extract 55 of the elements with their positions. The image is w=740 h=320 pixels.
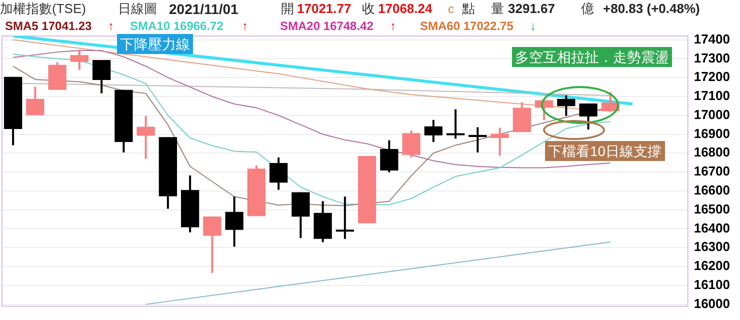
candlestick [380,139,398,174]
candlestick [136,114,155,160]
y-tick-label: 16200 [694,258,730,274]
text: SMA20 16748.42 [280,19,374,33]
candlestick [557,94,576,117]
text: SMA10 16966.72 [130,19,224,33]
candlestick [225,196,244,248]
y-tick-label: 16100 [694,276,730,292]
y-tick-label: 17100 [694,88,730,104]
candlestick [336,196,354,240]
text: 3291.67 [508,1,555,16]
text: ↑ [390,19,396,33]
y-tick-label: 17400 [694,31,730,46]
text: SMA60 17022.75 [420,19,514,33]
text: SMA5 17041.23 [5,19,92,33]
candlestick [490,126,509,157]
candlestick [402,129,420,158]
text: 收 [362,1,375,16]
candlestick [203,215,222,274]
y-tick-label: 16600 [694,182,730,198]
text: 點 [462,1,475,16]
text: c [448,2,454,16]
text: 億 [581,1,594,16]
y-tick-label: 17300 [694,50,730,66]
candlestick [579,102,598,131]
annotation: 下降壓力線 [117,34,193,54]
candlestick [26,86,44,116]
y-tick-label: 16800 [694,144,730,160]
text: 17068.24 [378,1,432,16]
y-tick-label: 16500 [694,201,730,216]
text: ↑ [242,19,248,33]
text: ↑ [108,19,114,33]
y-tick-label: 16300 [694,239,730,254]
chart-subtitle: 日線圖 [118,1,157,16]
y-tick-label: 16700 [694,164,730,179]
candlestick [70,50,89,71]
text: 量 [491,1,504,16]
candlestick [92,58,111,94]
candlestick [424,118,442,143]
text: 2021/11/01 [169,1,238,17]
annotation: 下檔看10日線支撐 [545,141,665,161]
y-tick-label: 16900 [694,126,730,141]
candlestick [446,108,465,140]
text: 開 [281,1,294,16]
y-tick-label: 17000 [694,106,730,122]
candlestick [468,126,487,154]
text: 17021.77 [297,1,352,16]
text: +80.83 (+0.48%) [603,1,700,16]
text: ↓ [530,19,536,33]
y-tick-label: 17200 [694,69,730,84]
y-tick-label: 16400 [694,220,730,236]
candlestick [269,156,288,191]
chart-title: 加權指數(TSE) [0,1,86,16]
annotation: 多空互相拉扯．走勢震盪 [512,47,672,67]
y-tick-label: 16000 [694,296,730,311]
